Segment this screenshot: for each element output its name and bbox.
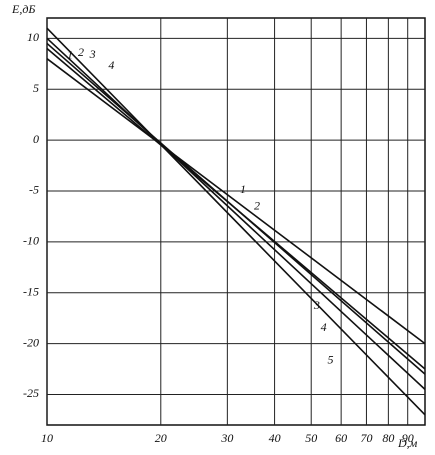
- series-label: 5: [328, 352, 334, 366]
- series-label: 1: [67, 48, 73, 62]
- x-tick-label: 40: [269, 431, 281, 445]
- y-tick-label: -25: [23, 386, 39, 400]
- x-tick-label: 70: [360, 431, 372, 445]
- series-label: 2: [254, 199, 260, 213]
- series-line: [46, 27, 426, 416]
- y-tick-label: -5: [29, 183, 39, 197]
- y-tick-label: 5: [33, 81, 39, 95]
- series-label: 2: [78, 45, 84, 59]
- y-tick-label: 0: [33, 132, 39, 146]
- series-label: 3: [313, 298, 320, 312]
- x-axis-label: D,м: [397, 436, 418, 450]
- series-label: 4: [108, 58, 114, 72]
- series-line: [46, 58, 426, 345]
- y-tick-label: 10: [27, 30, 39, 44]
- series-label: 1: [240, 182, 246, 196]
- series-line: [46, 42, 426, 375]
- x-tick-label: 90: [402, 431, 414, 445]
- y-tick-label: -10: [23, 234, 39, 248]
- x-tick-label: 80: [382, 431, 394, 445]
- y-tick-label: -15: [23, 284, 39, 298]
- series-label: 4: [321, 320, 327, 334]
- series-label: 3: [89, 47, 96, 61]
- x-tick-label: 30: [220, 431, 233, 445]
- y-axis-label: E,дБ: [11, 2, 35, 16]
- series-line: [46, 37, 426, 390]
- x-tick-label: 20: [155, 431, 167, 445]
- x-tick-label: 60: [335, 431, 347, 445]
- y-tick-label: -20: [23, 335, 39, 349]
- x-tick-label: 50: [305, 431, 317, 445]
- x-tick-label: 10: [41, 431, 53, 445]
